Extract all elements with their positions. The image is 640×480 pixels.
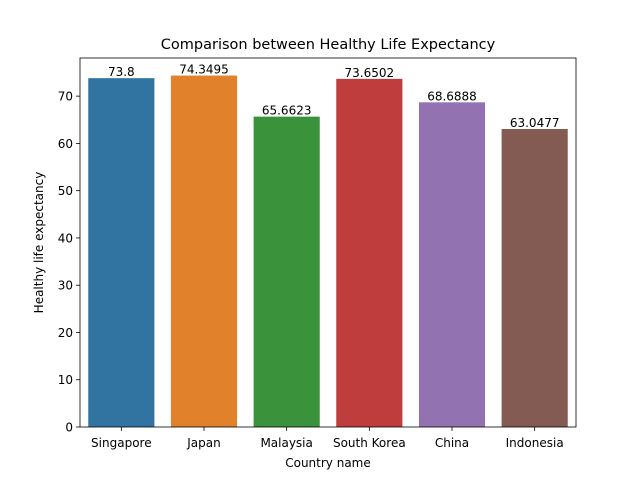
data-label: 74.3495 — [179, 63, 229, 77]
y-tick-label: 10 — [58, 373, 73, 387]
bar-malaysia — [253, 116, 320, 427]
x-tick-label: Japan — [186, 436, 220, 450]
y-axis-title: Healthy life expectancy — [32, 172, 46, 314]
data-labels-layer: 73.8 74.3495 65.6623 73.6502 68.6888 63.0477 — [108, 63, 560, 130]
x-tick-label: Singapore — [91, 436, 152, 450]
data-label: 73.8 — [108, 65, 135, 79]
data-label: 65.6623 — [262, 104, 312, 118]
x-tick-label: South Korea — [333, 436, 406, 450]
bar-china — [418, 102, 486, 427]
y-tick-label: 60 — [58, 137, 73, 151]
data-label: 73.6502 — [345, 66, 395, 80]
plot-frame — [79, 57, 577, 428]
y-tick-label: 20 — [58, 326, 73, 340]
data-label: 68.6888 — [427, 89, 477, 103]
x-tick-label: Malaysia — [260, 436, 312, 450]
x-tick-label: Indonesia — [506, 436, 564, 450]
y-tick-label: 30 — [58, 279, 73, 293]
y-axis: 0 10 20 30 40 50 60 70 — [58, 90, 80, 435]
x-axis-title: Country name — [285, 456, 371, 470]
y-tick-label: 0 — [65, 421, 73, 435]
bar-indonesia — [501, 128, 568, 427]
x-tick-label: China — [435, 436, 469, 450]
bar-south-korea — [336, 78, 403, 428]
data-label: 63.0477 — [510, 116, 560, 130]
y-tick-label: 40 — [58, 231, 73, 245]
y-tick-label: 70 — [58, 90, 73, 104]
y-tick-label: 50 — [58, 184, 73, 198]
chart-title: Comparison between Healthy Life Expectan… — [161, 37, 496, 53]
bar-singapore — [88, 78, 155, 427]
bar-japan — [170, 75, 238, 428]
x-axis: Singapore Japan Malaysia South Korea China In… — [91, 427, 564, 450]
bars-layer — [88, 75, 568, 428]
